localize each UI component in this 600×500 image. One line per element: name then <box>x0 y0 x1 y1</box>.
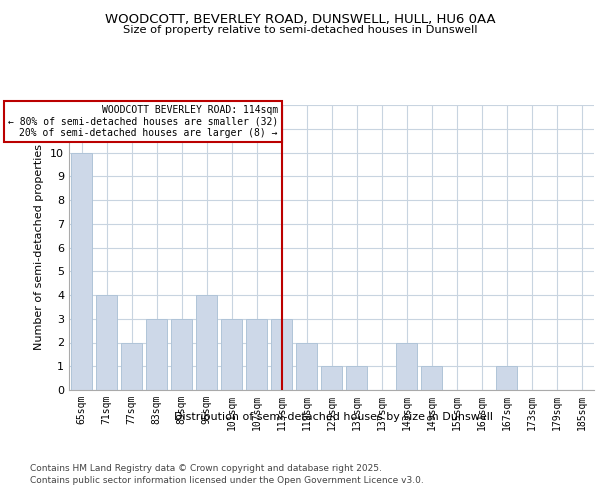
Bar <box>496 366 517 390</box>
Text: WOODCOTT BEVERLEY ROAD: 114sqm
← 80% of semi-detached houses are smaller (32)
20: WOODCOTT BEVERLEY ROAD: 114sqm ← 80% of … <box>7 105 278 138</box>
Bar <box>121 342 142 390</box>
Bar <box>146 319 167 390</box>
Bar <box>271 319 292 390</box>
Bar <box>171 319 192 390</box>
Bar <box>421 366 442 390</box>
Bar <box>196 295 217 390</box>
Text: WOODCOTT, BEVERLEY ROAD, DUNSWELL, HULL, HU6 0AA: WOODCOTT, BEVERLEY ROAD, DUNSWELL, HULL,… <box>104 12 496 26</box>
Bar <box>71 152 92 390</box>
Bar <box>321 366 342 390</box>
Bar <box>96 295 117 390</box>
Text: Contains public sector information licensed under the Open Government Licence v3: Contains public sector information licen… <box>30 476 424 485</box>
Bar <box>246 319 267 390</box>
Text: Size of property relative to semi-detached houses in Dunswell: Size of property relative to semi-detach… <box>123 25 477 35</box>
Bar <box>346 366 367 390</box>
Bar <box>296 342 317 390</box>
Bar <box>396 342 417 390</box>
Text: Contains HM Land Registry data © Crown copyright and database right 2025.: Contains HM Land Registry data © Crown c… <box>30 464 382 473</box>
Bar <box>221 319 242 390</box>
Y-axis label: Number of semi-detached properties: Number of semi-detached properties <box>34 144 44 350</box>
Text: Distribution of semi-detached houses by size in Dunswell: Distribution of semi-detached houses by … <box>173 412 493 422</box>
